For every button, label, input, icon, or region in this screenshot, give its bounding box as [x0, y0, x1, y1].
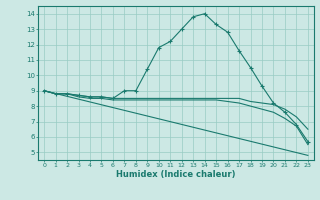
X-axis label: Humidex (Indice chaleur): Humidex (Indice chaleur) [116, 170, 236, 179]
